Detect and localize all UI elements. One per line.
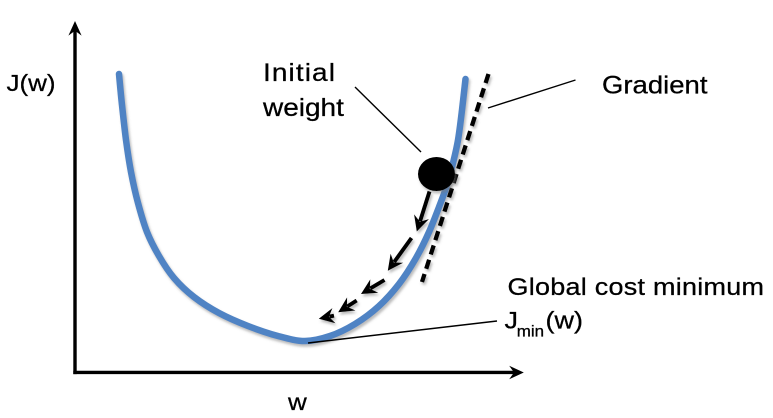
svg-text:Gradient: Gradient — [602, 71, 708, 99]
svg-text:J(w): J(w) — [7, 71, 56, 97]
svg-text:w: w — [287, 390, 307, 416]
svg-text:(w): (w) — [546, 308, 583, 334]
svg-text:min: min — [517, 323, 544, 340]
svg-text:Initial: Initial — [263, 58, 336, 86]
svg-text:Global cost minimum: Global cost minimum — [508, 274, 765, 300]
svg-text:J: J — [505, 308, 519, 334]
svg-text:weight: weight — [262, 93, 345, 121]
